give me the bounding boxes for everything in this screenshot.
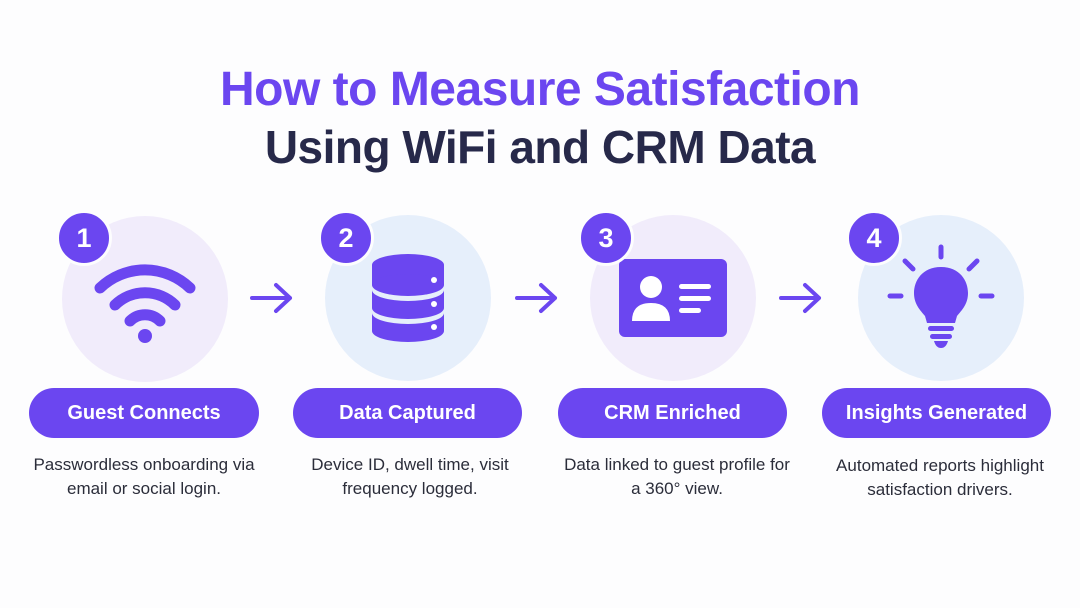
- page-title-line-2: Using WiFi and CRM Data: [264, 121, 816, 173]
- step-2-number-badge: 2: [318, 210, 374, 266]
- step-4-number-badge: 4: [846, 210, 902, 266]
- step-3-icon-circle: [590, 215, 756, 381]
- wifi-icon: [94, 264, 196, 343]
- step-1-description: Passwordless onboarding via email or soc…: [33, 455, 255, 498]
- step-2-label-pill: Data Captured: [293, 388, 522, 438]
- step-1-label-pill: Guest Connects: [29, 388, 259, 438]
- step-1-number-badge: 1: [56, 210, 112, 266]
- step-3-number-badge: 3: [578, 210, 634, 266]
- step-3-label-pill: CRM Enriched: [558, 388, 787, 438]
- arrow-right-icon: [779, 283, 821, 313]
- arrow-right-icon: [250, 283, 292, 313]
- database-icon: [372, 254, 444, 342]
- id-card-icon: [619, 259, 727, 337]
- page-title-line-1: How to Measure Satisfaction: [220, 63, 860, 116]
- arrow-right-icon: [515, 283, 557, 313]
- step-4-description: Automated reports highlight satisfaction…: [836, 456, 1044, 499]
- step-3-description: Data linked to guest profile for a 360° …: [564, 455, 790, 498]
- step-4-label-pill: Insights Generated: [822, 388, 1051, 438]
- step-2-description: Device ID, dwell time, visit frequency l…: [311, 455, 509, 498]
- lightbulb-icon: [887, 244, 995, 348]
